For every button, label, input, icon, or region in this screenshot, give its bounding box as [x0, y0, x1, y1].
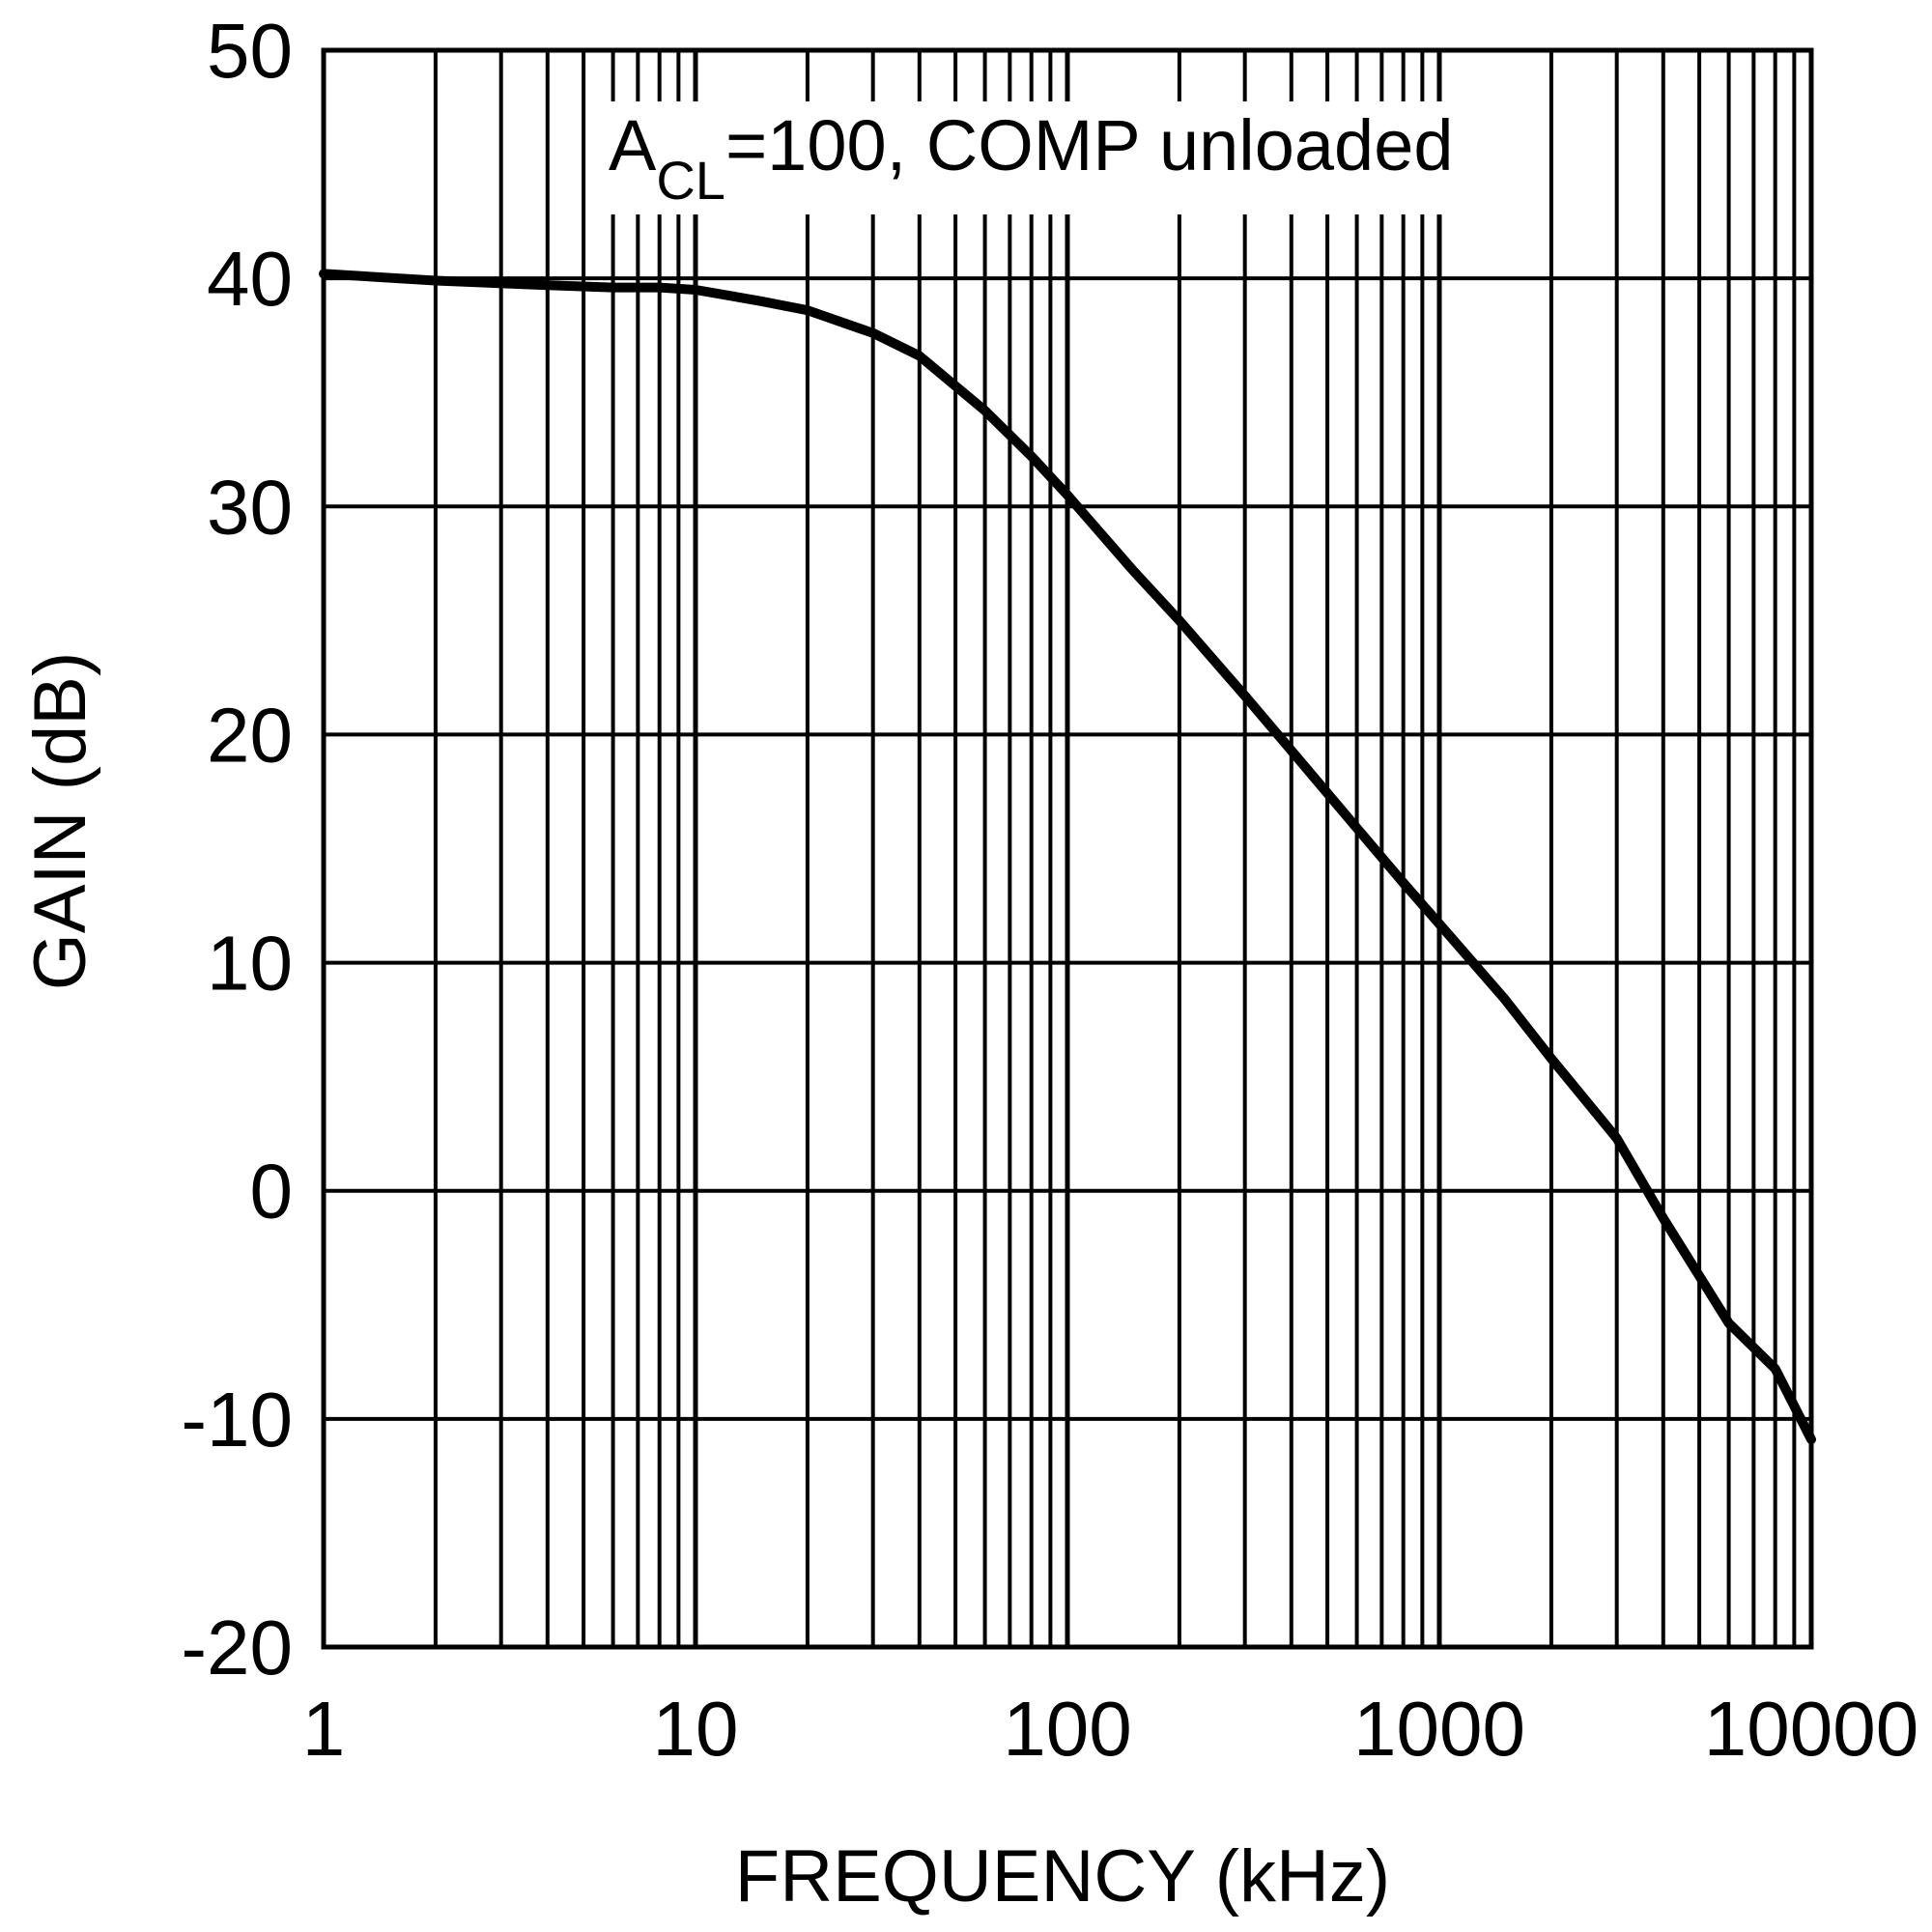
series-layer	[319, 269, 1816, 1445]
y-tick-label: 20	[207, 692, 293, 778]
annotation-background	[601, 101, 1462, 214]
annotation-rest: =100, COMP unloaded	[725, 105, 1454, 185]
y-tick-label: 10	[207, 921, 293, 1007]
tick-labels: 1 10 100 1000 10000 -20 -10 0 10 20 30 40 50	[181, 8, 1918, 1772]
y-axis-title: GAIN (dB)	[19, 652, 101, 991]
y-tick-label: -20	[181, 1605, 293, 1690]
y-tick-label: 40	[207, 236, 293, 322]
annotation-main: A	[609, 105, 657, 185]
x-tick-label: 1000	[1353, 1686, 1525, 1772]
annotation: ACL=100, COMP unloaded	[609, 105, 1454, 211]
x-axis-title: FREQUENCY (kHz)	[735, 1835, 1390, 1918]
y-tick-label: 50	[207, 8, 293, 94]
y-tick-label: -10	[181, 1377, 293, 1463]
x-tick-label: 100	[1003, 1686, 1131, 1772]
x-tick-label: 10000	[1704, 1686, 1918, 1772]
y-tick-label: 0	[250, 1149, 294, 1235]
series-line	[319, 269, 1816, 1445]
x-tick-label: 1	[302, 1686, 346, 1772]
grid	[324, 50, 1811, 1647]
y-tick-label: 30	[207, 464, 293, 550]
plot-frame	[321, 47, 1814, 1650]
x-tick-label: 10	[653, 1686, 739, 1772]
annotation-subscript: CL	[656, 150, 725, 211]
